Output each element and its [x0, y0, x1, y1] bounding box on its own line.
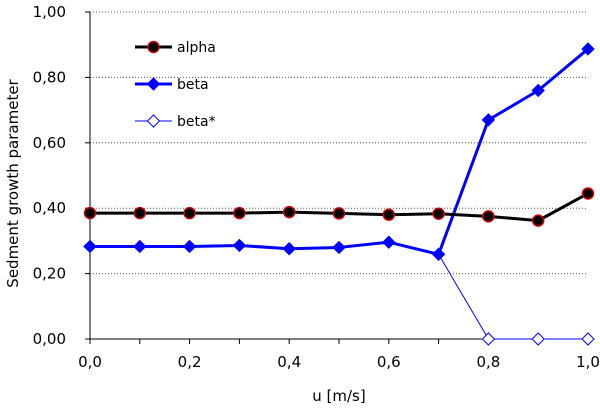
x-axis-title: u [m/s]: [312, 387, 365, 405]
data-point-alpha: [581, 187, 595, 200]
data-point-beta: [431, 247, 446, 262]
series-line-beta: [90, 47, 589, 256]
axes: [85, 11, 589, 344]
legend-marker-alpha: [147, 40, 160, 54]
x-tick-label: 0,0: [78, 353, 102, 371]
data-point-beta: [332, 240, 346, 255]
data-point-alpha: [183, 206, 196, 220]
data-point-alpha: [531, 214, 545, 227]
x-tick-labels: 0,0 0,2 0,4 0,6 0,8 1,0: [78, 353, 600, 371]
data-point-beta: [232, 238, 247, 253]
data-point-alpha: [382, 208, 396, 221]
data-point-beta: [531, 83, 545, 98]
x-tick-label: 1,0: [576, 353, 600, 371]
series-beta-star: [438, 254, 595, 346]
legend-marker-beta-star: [146, 114, 161, 128]
x-tick-label: 0,2: [178, 353, 202, 371]
y-tick-labels: 0,00 0,20 0,40 0,60 0,80 1,00: [33, 3, 66, 348]
y-tick-label: 1,00: [33, 3, 66, 21]
data-point-beta: [481, 113, 496, 127]
data-point-beta: [133, 239, 147, 254]
y-tick-label: 0,80: [33, 68, 66, 86]
series-alpha: [83, 187, 595, 227]
y-axis-title: Sedment growth parameter: [4, 78, 22, 287]
data-point-alpha: [332, 207, 346, 220]
x-tick-label: 0,6: [377, 353, 401, 371]
data-point-beta-star: [531, 332, 545, 346]
y-tick-label: 0,60: [33, 134, 66, 152]
series-beta: [83, 42, 595, 262]
data-point-alpha: [133, 206, 147, 220]
data-point-beta-star: [481, 332, 496, 346]
series-line-beta-star: [438, 254, 588, 340]
y-tick-label: 0,40: [33, 199, 66, 217]
data-point-beta: [382, 235, 396, 249]
legend-marker-beta: [146, 77, 161, 91]
legend: alpha beta beta*: [135, 40, 216, 130]
data-point-beta: [83, 239, 97, 254]
y-tick-label: 0,00: [33, 330, 66, 348]
legend-label-alpha: alpha: [177, 40, 216, 56]
data-point-beta-star: [581, 332, 595, 346]
grid-lines: [90, 11, 588, 275]
data-point-beta: [282, 242, 296, 256]
x-tick-label: 0,8: [476, 353, 500, 371]
data-point-alpha: [432, 207, 445, 221]
data-point-alpha: [282, 205, 296, 219]
data-point-beta: [182, 239, 197, 254]
series-group: [83, 42, 595, 346]
data-point-alpha: [482, 210, 495, 223]
legend-label-beta-star: beta*: [177, 114, 216, 130]
x-tick-label: 0,4: [277, 353, 301, 371]
legend-label-beta: beta: [177, 77, 209, 93]
data-point-alpha: [83, 206, 97, 220]
data-point-alpha: [233, 206, 246, 220]
y-tick-label: 0,20: [33, 265, 66, 283]
data-point-beta: [581, 42, 595, 56]
